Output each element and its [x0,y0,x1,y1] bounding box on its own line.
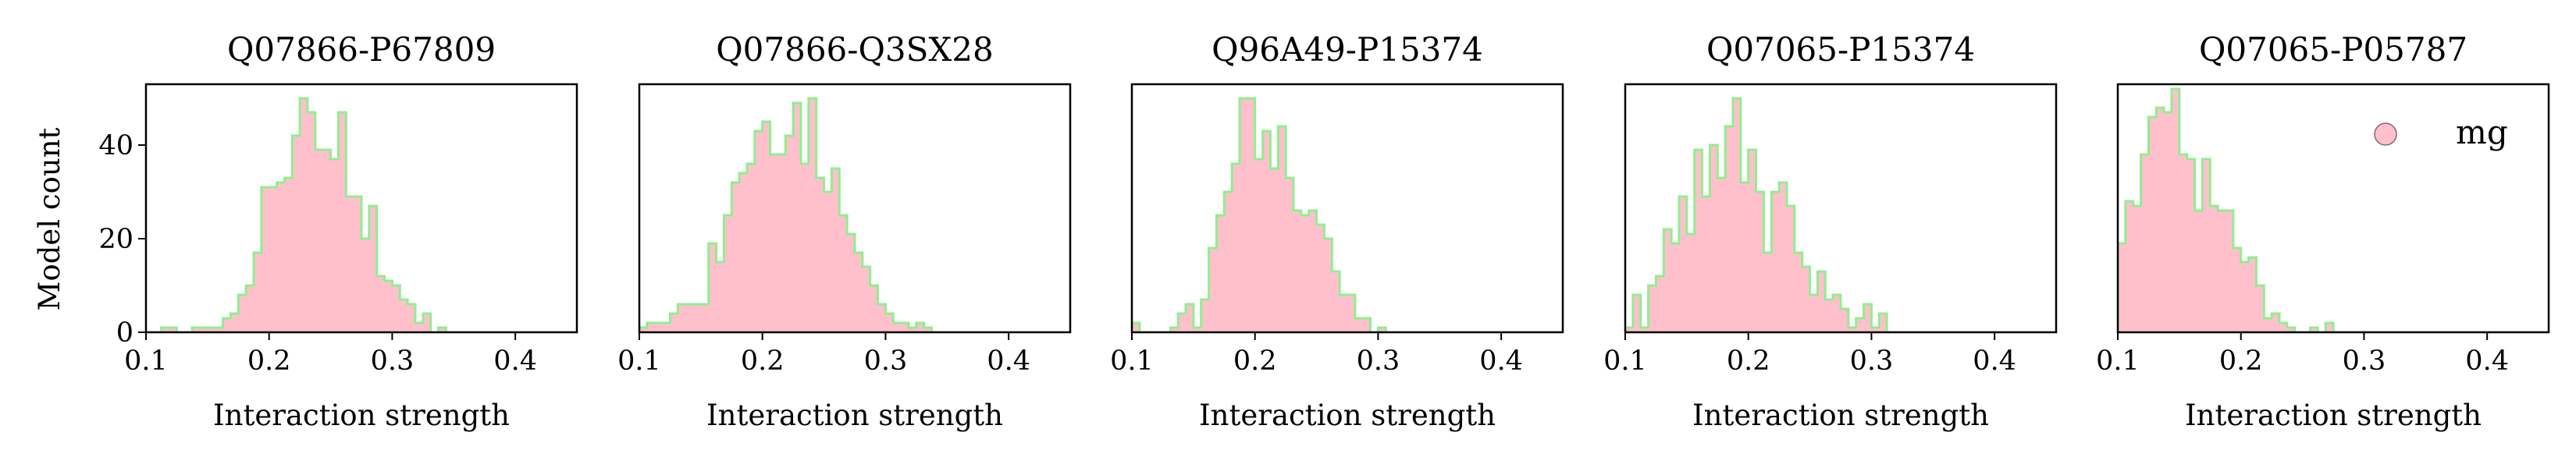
x-tick-label: 0.4 [987,346,1030,377]
plot-frame [1130,83,1564,334]
panel-title: Q07866-Q3SX28 [716,30,994,69]
x-tick-label: 0.4 [493,346,537,377]
x-tick-label: 0.3 [1850,346,1894,377]
histogram-panel: Q07065-P15374 0.1 0.2 0.3 0.4 Interaction str… [1603,30,2058,432]
x-tick-label: 0.4 [1973,346,2016,377]
panel-title: Q07065-P05787 [2199,30,2467,69]
plot-frame [144,83,578,334]
x-axis-label: Interaction strength [213,399,510,432]
histogram-outline [2118,87,2549,332]
histogram-panel: Q96A49-P15374 0.1 0.2 0.3 0.4 Interaction str… [1110,30,1564,432]
histogram-bars [639,98,1070,332]
histogram-outline [639,97,1070,332]
x-tick-label: 0.2 [2219,346,2263,377]
histogram-panel: Q07065-P05787 0.1 0.2 0.3 0.4 Interaction str… [2096,30,2550,432]
x-axis-label: Interaction strength [706,399,1003,432]
plot-frame [638,83,1072,334]
x-tick-label: 0.2 [247,346,291,377]
histogram-bars [1132,98,1563,332]
x-tick-label: 0.4 [2465,346,2509,377]
histogram-bars [1625,98,2056,332]
histogram-bars [2118,89,2549,332]
y-tick-label: 20 [98,224,133,255]
x-axis-label: Interaction strength [2185,399,2482,432]
histogram-outline [1625,97,2056,332]
legend-label: mg [2456,113,2508,151]
panel-title: Q07866-P67809 [227,30,496,69]
x-tick-label: 0.1 [617,346,661,377]
x-tick-label: 0.2 [741,346,785,377]
panel-title: Q07065-P15374 [1706,30,1975,69]
x-tick-label: 0.1 [124,346,168,377]
x-tick-label: 0.3 [1357,346,1400,377]
x-axis-label: Interaction strength [1199,399,1496,432]
x-tick-label: 0.3 [2343,346,2386,377]
panel-title: Q96A49-P15374 [1212,30,1483,69]
x-tick-label: 0.1 [2096,346,2140,377]
histogram-panel: Q07866-P67809 0.1 0.2 0.3 0.4 Interaction str… [98,30,578,432]
x-tick-label: 0.1 [1603,346,1647,377]
plot-frame [2116,83,2550,334]
histogram-outline [1132,97,1563,332]
panels: Q07866-P67809 0.1 0.2 0.3 0.4 Interaction str… [98,30,2550,432]
x-tick-label: 0.2 [1233,346,1277,377]
x-tick-label: 0.3 [371,346,415,377]
histogram-outline [146,97,577,332]
y-axis-label: Model count [33,127,66,310]
plot-frame [1624,83,2058,334]
y-tick-label: 0 [116,317,133,349]
x-tick-label: 0.4 [1479,346,1523,377]
x-tick-label: 0.2 [1727,346,1770,377]
legend: mg [2374,113,2508,151]
y-tick-label: 40 [98,130,133,161]
histogram-panel: Q07866-Q3SX28 0.1 0.2 0.3 0.4 Interaction str… [617,30,1072,432]
x-tick-label: 0.1 [1110,346,1154,377]
legend-marker [2374,122,2397,146]
x-tick-label: 0.3 [864,346,908,377]
x-axis-label: Interaction strength [1692,399,1989,432]
